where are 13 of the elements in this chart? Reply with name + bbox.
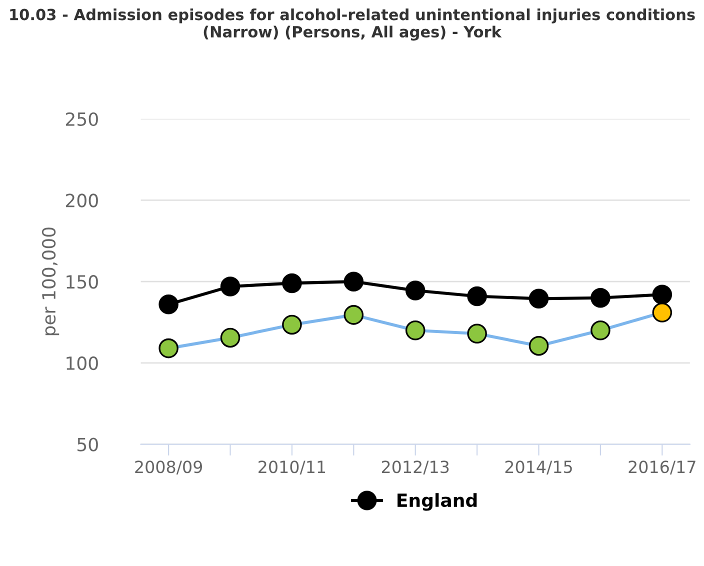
x-tick-label: 2010/11 (258, 460, 326, 474)
y-tick-label: 250 (66, 112, 98, 126)
y-axis-title: per 100,000 (42, 228, 60, 336)
x-tick-label: 2008/09 (135, 460, 202, 474)
y-tick-label: 200 (66, 194, 98, 208)
y-tick-label: 150 (66, 275, 98, 289)
x-tick-label: 2016/17 (628, 460, 696, 474)
chart-title: 10.03 - Admission episodes for alcohol-related unintentional injuries conditions (Narrow) (Persons, All ages) - York (10, 8, 695, 41)
y-tick-label: 100 (66, 356, 98, 370)
x-tick-label: 2014/15 (505, 460, 572, 474)
y-tick-label: 50 (78, 438, 98, 452)
x-tick-label: 2012/13 (382, 460, 449, 474)
legend-label: England (398, 493, 477, 511)
